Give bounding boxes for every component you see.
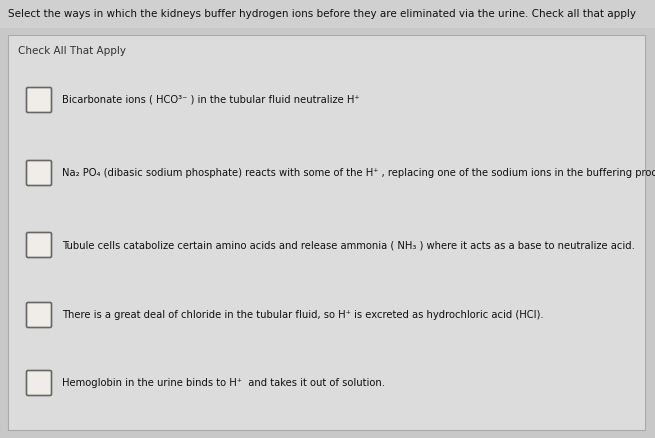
FancyBboxPatch shape: [26, 303, 52, 328]
Bar: [0, 0, 655, 28]
Text: Tubule cells catabolize certain amino acids and release ammonia ( NH₃ ) where it: Tubule cells catabolize certain amino ac…: [62, 240, 635, 250]
Text: Bicarbonate ions ( HCO³⁻ ) in the tubular fluid neutralize H⁺: Bicarbonate ions ( HCO³⁻ ) in the tubula…: [62, 95, 360, 105]
Text: Check All That Apply: Check All That Apply: [18, 46, 126, 56]
FancyBboxPatch shape: [8, 35, 645, 430]
FancyBboxPatch shape: [26, 88, 52, 113]
Text: Hemoglobin in the urine binds to H⁺  and takes it out of solution.: Hemoglobin in the urine binds to H⁺ and …: [62, 378, 385, 388]
Text: Na₂ PO₄ (dibasic sodium phosphate) reacts with some of the H⁺ , replacing one of: Na₂ PO₄ (dibasic sodium phosphate) react…: [62, 168, 655, 178]
Text: There is a great deal of chloride in the tubular fluid, so H⁺ is excreted as hyd: There is a great deal of chloride in the…: [62, 310, 544, 320]
FancyBboxPatch shape: [26, 160, 52, 186]
FancyBboxPatch shape: [26, 371, 52, 396]
Text: Select the ways in which the kidneys buffer hydrogen ions before they are elimin: Select the ways in which the kidneys buf…: [8, 9, 636, 19]
FancyBboxPatch shape: [26, 233, 52, 258]
